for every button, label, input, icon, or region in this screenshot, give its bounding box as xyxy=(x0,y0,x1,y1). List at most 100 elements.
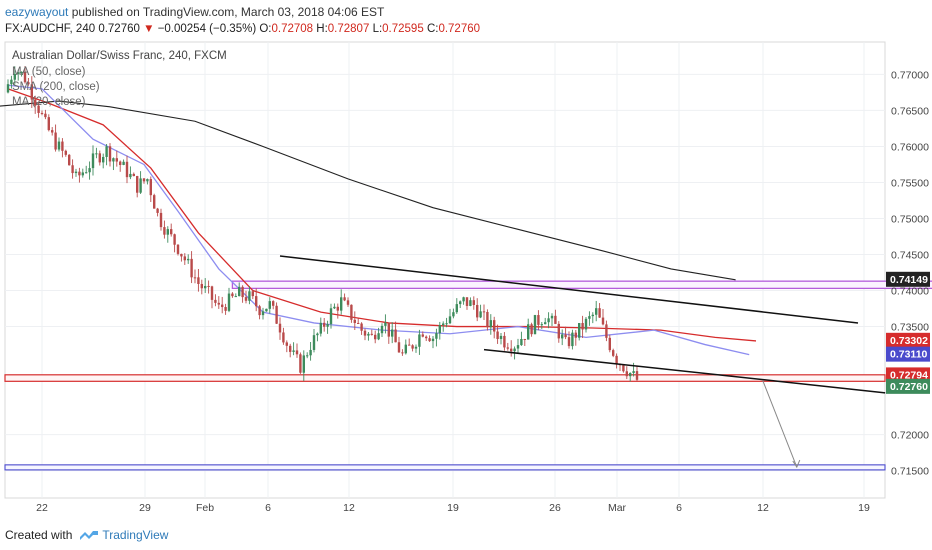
candle-up xyxy=(265,308,268,312)
price-badge-label: 0.72760 xyxy=(890,381,928,393)
y-tick-label: 0.75500 xyxy=(891,177,929,189)
price-badge: 0.74149 xyxy=(886,271,930,287)
candle-down xyxy=(214,299,217,303)
candle-down xyxy=(170,229,173,235)
candle-down xyxy=(554,315,557,324)
candle-down xyxy=(278,323,282,333)
candle-down xyxy=(224,307,227,311)
candle-down xyxy=(241,286,244,298)
candle-down xyxy=(465,297,469,306)
x-tick-label: 6 xyxy=(676,502,682,514)
y-tick-label: 0.72000 xyxy=(891,430,929,442)
candle-up xyxy=(129,173,132,178)
high-value: 0.72807 xyxy=(327,23,370,35)
candle-down xyxy=(119,161,122,165)
candle-down xyxy=(598,308,601,318)
candle-up xyxy=(88,168,91,173)
close-value: 0.72760 xyxy=(438,23,481,35)
tradingview-brand[interactable]: TradingView xyxy=(102,528,169,542)
last-price: 0.72760 xyxy=(98,23,140,35)
candle-down xyxy=(197,277,200,284)
candle-up xyxy=(329,308,333,325)
candle-down xyxy=(34,99,37,106)
candle-down xyxy=(251,291,254,297)
candle-down xyxy=(40,112,44,114)
sma200-line xyxy=(0,100,736,281)
candle-down xyxy=(173,234,176,245)
candle-up xyxy=(391,329,394,337)
publish-header: eazywayout published on TradingView.com,… xyxy=(5,3,384,21)
candle-up xyxy=(418,334,421,347)
candle-down xyxy=(159,212,163,228)
candle-up xyxy=(431,338,435,342)
candle-up xyxy=(234,296,237,298)
moving-averages xyxy=(0,84,757,356)
candle-down xyxy=(476,304,479,318)
candle-down xyxy=(71,165,74,174)
candle-up xyxy=(469,300,472,306)
author-link[interactable]: eazywayout xyxy=(5,5,69,19)
candle-down xyxy=(217,302,220,305)
candle-down xyxy=(64,150,67,155)
high-label: H: xyxy=(316,23,328,35)
candle-down xyxy=(275,305,278,324)
candle-up xyxy=(544,322,547,325)
candle-up xyxy=(380,325,384,334)
candle-down xyxy=(411,345,414,349)
ma50-line xyxy=(7,88,757,342)
candle-down xyxy=(149,179,152,196)
candle-down xyxy=(387,322,390,337)
candle-down xyxy=(180,253,183,257)
candle-down xyxy=(231,293,234,297)
y-tick-label: 0.76500 xyxy=(891,105,929,117)
candle-up xyxy=(435,333,438,339)
candle-down xyxy=(272,301,275,306)
symbol-header: FX:AUDCHF, 240 0.72760 ▼ −0.00254 (−0.35… xyxy=(5,21,480,37)
candle-down xyxy=(496,331,499,339)
x-tick-label: Feb xyxy=(196,502,214,514)
candle-down xyxy=(363,330,367,336)
candle-up xyxy=(595,308,598,315)
candle-down xyxy=(336,306,339,311)
lower-trendline xyxy=(483,348,886,394)
price-change: −0.00254 (−0.35%) xyxy=(157,23,257,35)
candle-down xyxy=(506,347,509,349)
axes: 0.77000 0.76500 0.76000 0.75500 0.75000 0.745… xyxy=(36,69,930,514)
legend-sma200: SMA (200, close) xyxy=(12,81,100,93)
candle-down xyxy=(574,332,577,338)
candle-down xyxy=(207,285,210,287)
candle-down xyxy=(360,323,363,331)
candle-down xyxy=(482,311,486,313)
support-zone xyxy=(4,374,886,382)
candle-down xyxy=(136,176,139,193)
candle-up xyxy=(319,322,322,334)
candle-down xyxy=(557,323,560,339)
candle-up xyxy=(122,161,125,165)
candle-down xyxy=(61,141,64,151)
price-chart[interactable]: Australian Dollar/Swiss Franc, 240, FXCM… xyxy=(0,40,932,520)
candle-down xyxy=(285,342,288,346)
candle-down xyxy=(78,171,81,176)
footer: Created with TradingView xyxy=(5,525,168,545)
candle-up xyxy=(404,344,407,354)
candle-up xyxy=(10,79,13,85)
candle-down xyxy=(44,113,47,118)
candle-up xyxy=(85,172,88,174)
candle-up xyxy=(91,153,95,169)
resistance-zone xyxy=(231,280,932,290)
candle-down xyxy=(132,173,135,177)
plot-frame xyxy=(4,41,886,499)
candle-down xyxy=(635,371,639,380)
ma20-line xyxy=(7,84,750,356)
candle-down xyxy=(537,315,540,325)
candle-up xyxy=(527,324,530,340)
y-tick-label: 0.77000 xyxy=(891,69,929,81)
candle-up xyxy=(204,285,207,289)
x-tick-label: 22 xyxy=(36,502,48,514)
candle-down xyxy=(47,117,50,131)
y-tick-label: 0.74500 xyxy=(891,250,929,262)
candle-down xyxy=(125,161,129,178)
candle-up xyxy=(414,346,418,349)
candle-down xyxy=(30,84,33,100)
candle-up xyxy=(452,312,455,317)
